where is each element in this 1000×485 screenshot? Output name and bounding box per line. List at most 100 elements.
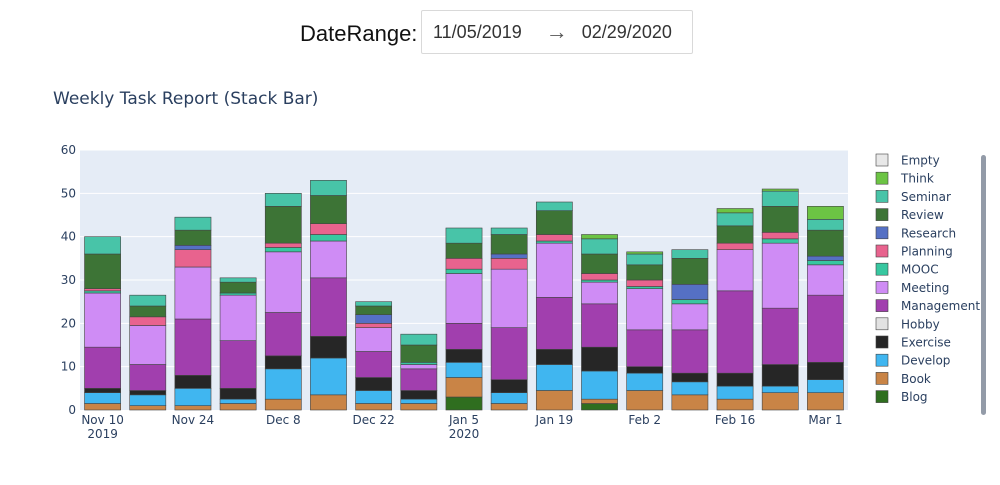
- bar-develop-7[interactable]: [400, 398, 438, 404]
- legend-item-research[interactable]: Research: [875, 226, 956, 240]
- bar-exercise-2[interactable]: [174, 375, 212, 389]
- bar-mooc-4[interactable]: [264, 247, 302, 253]
- bar-meeting-16[interactable]: [807, 264, 844, 296]
- bar-exercise-15[interactable]: [761, 364, 799, 387]
- bar-book-13[interactable]: [671, 394, 709, 411]
- bar-review-4[interactable]: [264, 206, 302, 244]
- bar-develop-15[interactable]: [761, 385, 799, 393]
- bar-develop-12[interactable]: [626, 372, 664, 391]
- bar-develop-9[interactable]: [490, 392, 528, 404]
- bar-book-14[interactable]: [716, 398, 754, 411]
- bar-review-10[interactable]: [535, 210, 573, 235]
- bar-planning-12[interactable]: [626, 279, 664, 287]
- bar-develop-5[interactable]: [310, 357, 347, 396]
- bar-management-4[interactable]: [264, 312, 302, 357]
- bar-management-12[interactable]: [626, 329, 664, 367]
- bar-review-2[interactable]: [174, 229, 212, 246]
- bar-mooc-15[interactable]: [761, 238, 799, 244]
- legend-scrollbar[interactable]: [981, 155, 986, 415]
- bar-seminar-12[interactable]: [626, 253, 664, 266]
- bar-planning-9[interactable]: [490, 258, 528, 270]
- bar-review-7[interactable]: [400, 344, 438, 363]
- bar-book-3[interactable]: [219, 403, 257, 411]
- bar-seminar-7[interactable]: [400, 333, 438, 346]
- bar-planning-11[interactable]: [581, 273, 618, 281]
- bar-seminar-0[interactable]: [84, 236, 121, 255]
- bar-mooc-12[interactable]: [626, 286, 664, 289]
- bar-book-1[interactable]: [129, 405, 167, 411]
- bar-review-13[interactable]: [671, 258, 709, 285]
- bar-seminar-4[interactable]: [264, 193, 302, 207]
- bar-book-2[interactable]: [174, 405, 212, 411]
- bar-planning-2[interactable]: [174, 249, 212, 268]
- bar-planning-6[interactable]: [355, 323, 393, 328]
- bar-management-1[interactable]: [129, 364, 167, 391]
- bar-book-8[interactable]: [445, 377, 483, 398]
- bar-think-12[interactable]: [626, 251, 664, 255]
- bar-management-2[interactable]: [174, 318, 212, 376]
- bar-review-11[interactable]: [581, 253, 618, 274]
- bar-think-11[interactable]: [581, 234, 618, 240]
- bar-develop-10[interactable]: [535, 364, 573, 391]
- bar-planning-0[interactable]: [84, 288, 121, 292]
- bar-planning-10[interactable]: [535, 234, 573, 242]
- bar-exercise-12[interactable]: [626, 366, 664, 374]
- bar-meeting-12[interactable]: [626, 288, 664, 331]
- bar-book-16[interactable]: [807, 392, 844, 411]
- bar-exercise-10[interactable]: [535, 349, 573, 365]
- bar-seminar-9[interactable]: [490, 227, 528, 235]
- bar-develop-0[interactable]: [84, 392, 121, 404]
- bar-develop-11[interactable]: [581, 370, 618, 400]
- bar-exercise-7[interactable]: [400, 390, 438, 400]
- bar-book-6[interactable]: [355, 403, 393, 411]
- bar-develop-14[interactable]: [716, 385, 754, 400]
- bar-management-3[interactable]: [219, 340, 257, 389]
- bar-mooc-0[interactable]: [84, 290, 121, 294]
- legend-item-management[interactable]: Management: [875, 299, 980, 313]
- bar-meeting-11[interactable]: [581, 281, 618, 305]
- bar-exercise-13[interactable]: [671, 372, 709, 383]
- legend-item-book[interactable]: Book: [875, 372, 931, 386]
- bar-mooc-11[interactable]: [581, 279, 618, 283]
- bar-develop-3[interactable]: [219, 398, 257, 404]
- bar-exercise-11[interactable]: [581, 346, 618, 372]
- bar-develop-1[interactable]: [129, 394, 167, 406]
- bar-think-16[interactable]: [807, 206, 844, 220]
- bar-develop-13[interactable]: [671, 381, 709, 396]
- bar-develop-2[interactable]: [174, 388, 212, 406]
- bar-exercise-5[interactable]: [310, 336, 347, 359]
- bar-management-15[interactable]: [761, 307, 799, 365]
- bar-management-8[interactable]: [445, 323, 483, 350]
- bar-seminar-2[interactable]: [174, 216, 212, 231]
- bar-book-0[interactable]: [84, 403, 121, 411]
- bar-management-11[interactable]: [581, 303, 618, 348]
- bar-meeting-13[interactable]: [671, 303, 709, 331]
- bar-book-12[interactable]: [626, 390, 664, 411]
- bar-management-0[interactable]: [84, 346, 121, 389]
- bar-management-13[interactable]: [671, 329, 709, 374]
- bar-seminar-10[interactable]: [535, 201, 573, 211]
- bar-develop-8[interactable]: [445, 362, 483, 378]
- bar-management-16[interactable]: [807, 294, 844, 363]
- bar-book-7[interactable]: [400, 403, 438, 411]
- bar-review-5[interactable]: [310, 195, 347, 224]
- bar-review-1[interactable]: [129, 305, 167, 318]
- bar-review-0[interactable]: [84, 253, 121, 289]
- bar-review-6[interactable]: [355, 305, 393, 315]
- legend-item-hobby[interactable]: Hobby: [875, 317, 940, 331]
- legend-item-develop[interactable]: Develop: [875, 354, 950, 368]
- bar-meeting-3[interactable]: [219, 294, 257, 341]
- bar-blog-11[interactable]: [581, 403, 618, 411]
- bar-mooc-13[interactable]: [671, 299, 709, 305]
- bar-book-10[interactable]: [535, 390, 573, 411]
- bar-management-5[interactable]: [310, 277, 347, 337]
- legend-item-planning[interactable]: Planning: [875, 245, 953, 259]
- legend-item-mooc[interactable]: MOOC: [875, 263, 939, 277]
- bar-meeting-1[interactable]: [129, 325, 167, 365]
- bar-seminar-13[interactable]: [671, 249, 709, 259]
- bar-mooc-7[interactable]: [400, 362, 438, 365]
- bar-review-14[interactable]: [716, 225, 754, 244]
- bar-planning-15[interactable]: [761, 232, 799, 240]
- bar-exercise-0[interactable]: [84, 388, 121, 393]
- bar-blog-8[interactable]: [445, 396, 483, 411]
